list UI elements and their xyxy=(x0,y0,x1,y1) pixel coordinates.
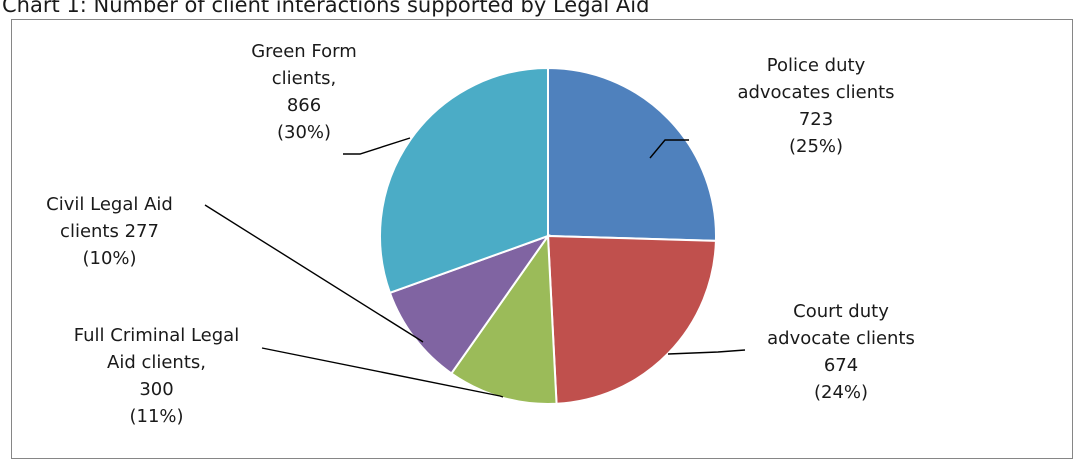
data-label-3: Full Criminal Legal Aid clients, 300 (11%) xyxy=(44,322,269,430)
leader-line-5 xyxy=(343,137,411,155)
chart-title: Chart 1: Number of client interactions s… xyxy=(2,0,650,17)
pie-slice-2 xyxy=(546,234,717,405)
data-label-5: Green Form clients, 866 (30%) xyxy=(234,38,374,146)
data-label-line: advocates clients xyxy=(737,82,895,103)
data-label-line: Court duty xyxy=(793,301,889,322)
data-label-line: clients, xyxy=(271,68,337,89)
data-label-line: advocate clients xyxy=(767,328,915,349)
data-label-line: (10%) xyxy=(82,248,137,269)
data-label-line: Civil Legal Aid xyxy=(46,194,173,215)
data-label-line: 866 xyxy=(286,95,322,116)
pie-slice-5 xyxy=(379,66,549,295)
data-label-line: Police duty xyxy=(766,55,866,76)
data-label-4: Civil Legal Aid clients 277 (10%) xyxy=(12,191,207,272)
data-label-line: (30%) xyxy=(276,122,332,143)
leader-line-2 xyxy=(667,349,746,355)
data-label-line: Aid clients, xyxy=(107,352,206,373)
data-label-line: (24%) xyxy=(813,382,869,403)
data-label-line: Green Form xyxy=(251,41,357,62)
data-label-line: (25%) xyxy=(788,136,844,157)
data-label-line: 300 xyxy=(139,379,174,400)
leader-line-4 xyxy=(204,204,424,343)
data-label-2: Court duty advocate clients 674 (24%) xyxy=(726,298,956,406)
data-label-1: Police duty advocates clients 723 (25%) xyxy=(686,52,946,160)
data-label-line: clients 277 xyxy=(60,221,159,242)
pie-slice-3 xyxy=(449,233,558,405)
data-label-line: Full Criminal Legal xyxy=(73,325,240,346)
data-label-line: 674 xyxy=(823,355,859,376)
pie-slice-1 xyxy=(547,66,717,242)
leader-line-3 xyxy=(261,347,504,398)
data-label-line: 723 xyxy=(798,109,834,130)
leader-line-1 xyxy=(649,139,689,159)
pie-slice-4 xyxy=(388,233,551,375)
data-label-line: (11%) xyxy=(129,406,184,427)
